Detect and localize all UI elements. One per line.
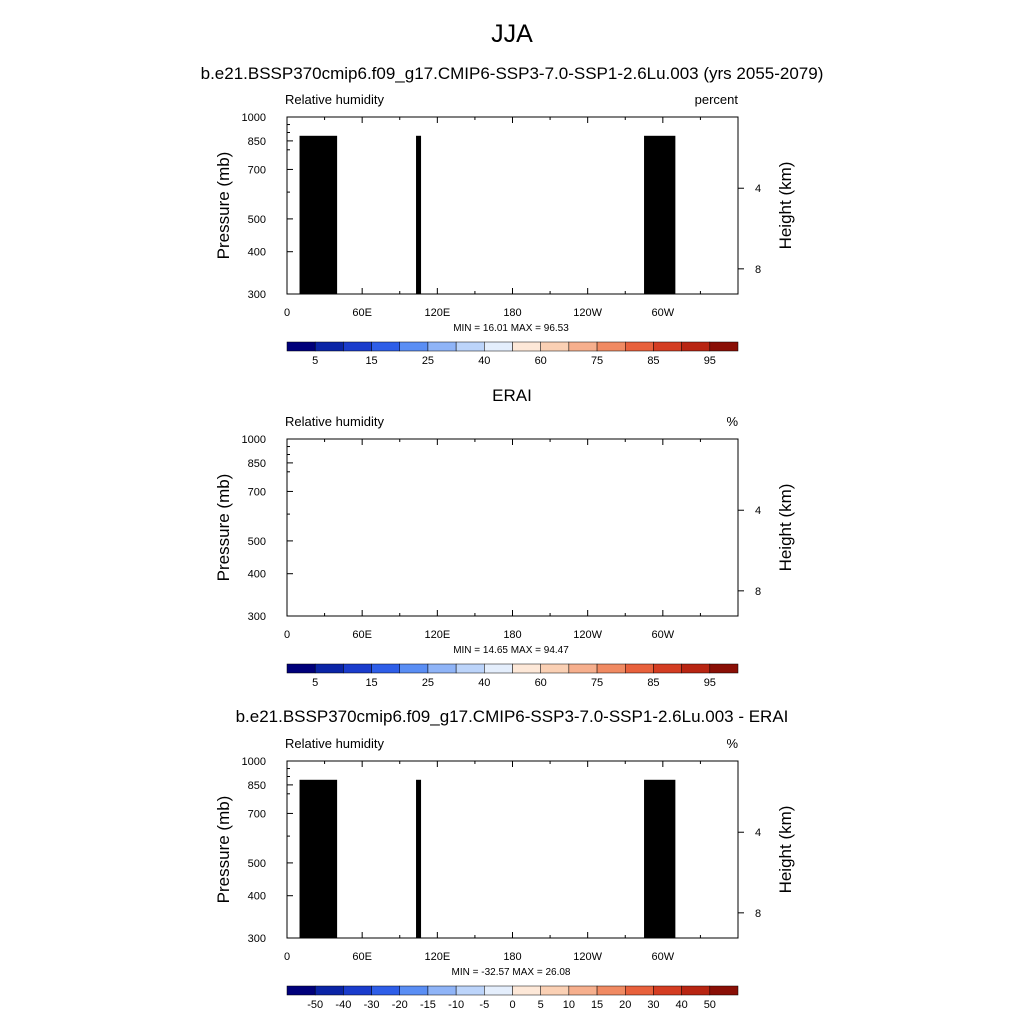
y-tick-label: 700 <box>248 164 266 176</box>
colorbar-swatch <box>596 341 626 352</box>
colorbar-swatch <box>371 341 400 352</box>
y2-tick-label: 4 <box>755 183 761 195</box>
y2-tick-label: 8 <box>755 264 761 276</box>
colorbar-label: 40 <box>478 355 490 367</box>
x-tick-label: 120W <box>573 307 602 319</box>
panel-1: Relative humidity percent3004005007008501… <box>214 92 795 367</box>
topography-block <box>416 135 422 294</box>
topography-block <box>644 135 676 294</box>
colorbar-swatch <box>399 341 429 352</box>
variable-label: Relative humidity <box>285 92 384 107</box>
y-tick-label: 300 <box>248 289 266 301</box>
y-axis-title: Pressure (mb) <box>214 152 233 260</box>
topography-block <box>322 140 330 294</box>
colorbar-swatch <box>512 341 541 352</box>
y-tick-label: 500 <box>248 214 266 226</box>
colorbar-swatch <box>681 341 711 352</box>
x-tick-label: 120E <box>424 307 450 319</box>
y-tick-label: 400 <box>248 247 266 259</box>
colorbar: 5 15 25 40 60 75 85 95 <box>286 341 739 367</box>
colorbar-swatch <box>653 341 682 352</box>
panel-3-title: b.e21.BSSP370cmip6.f09_g17.CMIP6-SSP3-7.… <box>235 707 789 726</box>
panel-2: Relative humidity %3004005007008501000840… <box>214 414 795 689</box>
colorbar-swatch <box>314 341 344 352</box>
units-label: percent <box>695 92 739 107</box>
y2-axis-title: Height (km) <box>776 162 795 250</box>
colorbar-swatch <box>709 341 739 352</box>
colorbar-swatch <box>540 341 570 352</box>
colorbar-swatch <box>625 341 654 352</box>
colorbar-label: 25 <box>422 355 434 367</box>
colorbar-swatch <box>484 341 513 352</box>
colorbar-swatch <box>286 341 316 352</box>
panel-2-title: ERAI <box>492 386 532 405</box>
x-tick-label: 180 <box>503 307 521 319</box>
panel-1-title: b.e21.BSSP370cmip6.f09_g17.CMIP6-SSP3-7.… <box>200 64 824 83</box>
x-tick-label: 60E <box>352 307 372 319</box>
colorbar-label: 60 <box>535 355 547 367</box>
colorbar-label: 95 <box>704 355 716 367</box>
topography-block <box>299 135 338 294</box>
colorbar-swatch <box>455 341 485 352</box>
colorbar-label: 85 <box>647 355 659 367</box>
colorbar-swatch <box>568 341 598 352</box>
x-tick-label: 60W <box>652 307 675 319</box>
colorbar-swatch <box>343 341 372 352</box>
colorbar-label: 75 <box>591 355 603 367</box>
main-title: JJA <box>491 20 533 48</box>
min-max-label: MIN = 16.01 MAX = 96.53 <box>453 323 569 334</box>
colorbar-label: 5 <box>312 355 318 367</box>
y-tick-label: 850 <box>248 136 266 148</box>
colorbar-label: 15 <box>365 355 377 367</box>
colorbar-swatch <box>427 341 457 352</box>
x-tick-label: 0 <box>284 307 290 319</box>
y-tick-label: 1000 <box>242 112 266 124</box>
